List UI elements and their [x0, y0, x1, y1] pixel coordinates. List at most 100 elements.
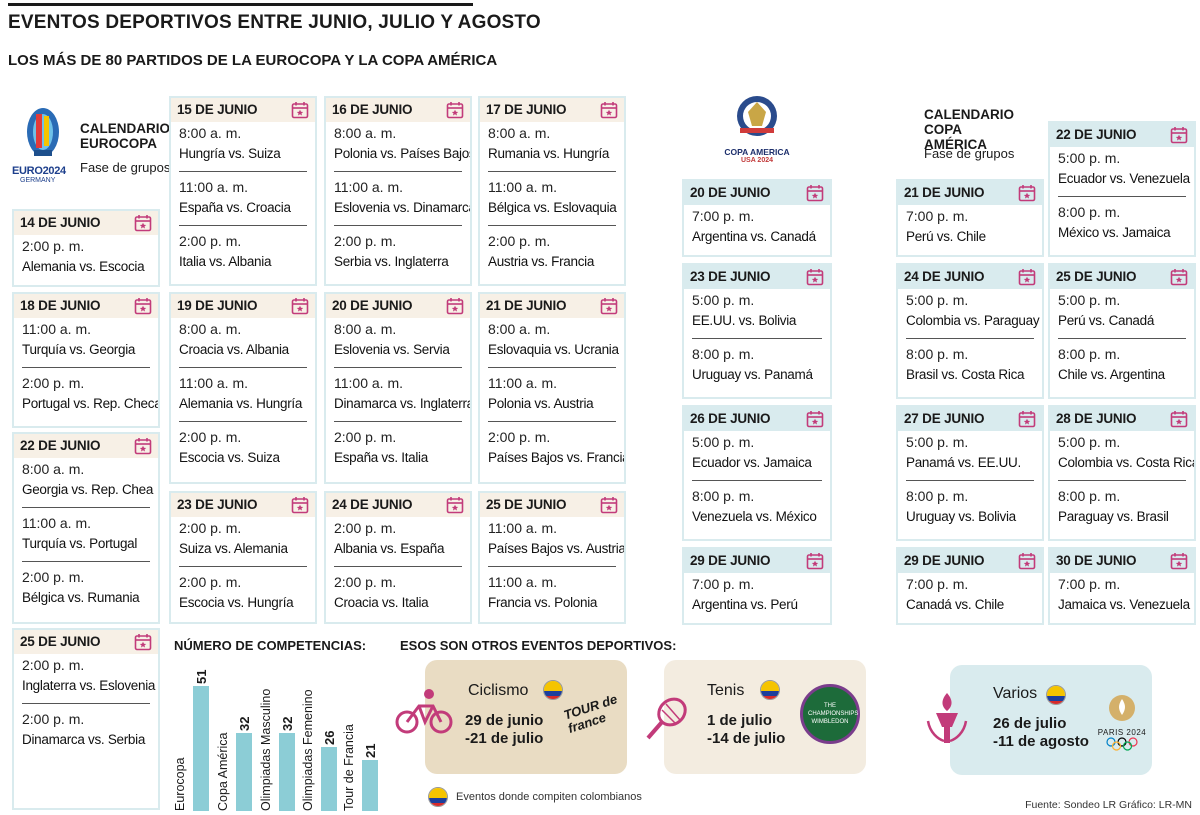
match-divider [488, 566, 616, 567]
bar-value-label: 51 [194, 669, 209, 684]
other-events-title: ESOS SON OTROS EVENTOS DEPORTIVOS: [400, 638, 677, 653]
match-item: 2:00 p. m. Albania vs. España [326, 517, 470, 560]
match-teams: Inglaterra vs. Eslovenia [22, 678, 156, 693]
euro-day-card: 22 DE JUNIO 8:00 a. m. Georgia vs. Rep. Ch… [12, 432, 160, 624]
card-date: 25 DE JUNIO [20, 634, 101, 649]
match-item: 2:00 p. m. Países Bajos vs. Francia [480, 422, 624, 469]
calendar-icon [134, 215, 152, 232]
match-divider [22, 561, 150, 562]
card-date: 22 DE JUNIO [1056, 127, 1137, 142]
card-date: 22 DE JUNIO [20, 438, 101, 453]
match-divider [179, 225, 307, 226]
match-time: 8:00 a. m. [179, 321, 242, 337]
euro-day-card: 25 DE JUNIO 11:00 a. m. Países Bajos vs. A… [478, 491, 626, 624]
match-item: 7:00 p. m. Perú vs. Chile [898, 205, 1042, 248]
match-divider [488, 171, 616, 172]
match-teams: Francia vs. Polonia [488, 595, 598, 610]
match-item: 8:00 p. m. Venezuela vs. México [684, 481, 830, 528]
card-header: 18 DE JUNIO [14, 294, 158, 318]
calendar-icon [1170, 411, 1188, 428]
match-time: 11:00 a. m. [334, 375, 404, 391]
match-item: 5:00 p. m. Colombia vs. Costa Rica [1050, 431, 1194, 474]
copa-logo-text: COPA AMERICA [724, 147, 790, 157]
calendar-icon [806, 553, 824, 570]
card-header: 22 DE JUNIO [1050, 123, 1194, 147]
card-header: 16 DE JUNIO [326, 98, 470, 122]
calendar-icon [1018, 411, 1036, 428]
paris-flame-icon [1109, 695, 1135, 721]
match-item: 11:00 a. m. Países Bajos vs. Austria [480, 517, 624, 560]
euro-day-card: 15 DE JUNIO 8:00 a. m. Hungría vs. Suiza 11… [169, 96, 317, 286]
match-teams: Perú vs. Chile [906, 229, 986, 244]
match-item: 8:00 p. m. Uruguay vs. Panamá [684, 339, 830, 386]
calendar-icon [1018, 185, 1036, 202]
match-teams: Ecuador vs. Jamaica [692, 455, 812, 470]
match-teams: Alemania vs. Hungría [179, 396, 303, 411]
match-teams: Italia vs. Albania [179, 254, 272, 269]
event-box-various: Varios 26 de julio -11 de agosto PARIS 2… [926, 665, 1152, 775]
bar [193, 686, 209, 811]
match-item: 7:00 p. m. Canadá vs. Chile [898, 573, 1042, 616]
match-time: 5:00 p. m. [692, 292, 755, 308]
match-teams: EE.UU. vs. Bolivia [692, 313, 797, 328]
euro-day-card: 20 DE JUNIO 8:00 a. m. Eslovenia vs. Servi… [324, 292, 472, 484]
wimbledon-logo-text: THE CHAMPIONSHIPS WIMBLEDON [808, 703, 859, 725]
match-time: 8:00 p. m. [906, 346, 969, 362]
bar-category-label: Eurocopa [173, 757, 187, 811]
card-header: 28 DE JUNIO [1050, 407, 1194, 431]
copa-logo: COPA AMERICA USA 2024 [722, 92, 792, 167]
olympic-torch-icon [926, 693, 968, 743]
card-header: 30 DE JUNIO [1050, 549, 1194, 573]
match-time: 11:00 a. m. [22, 321, 92, 337]
euro-day-card: 16 DE JUNIO 8:00 a. m. Polonia vs. Países … [324, 96, 472, 286]
match-time: 8:00 p. m. [1058, 346, 1121, 362]
copa-trophy-icon [737, 96, 777, 136]
copa-day-card: 30 DE JUNIO 7:00 p. m. Jamaica vs. Venezue… [1048, 547, 1196, 625]
match-teams: Paraguay vs. Brasil [1058, 509, 1169, 524]
wimbledon-logo: THE CHAMPIONSHIPS WIMBLEDON [800, 684, 860, 744]
match-item: 2:00 p. m. Serbia vs. Inglaterra [326, 226, 470, 273]
card-date: 29 DE JUNIO [690, 553, 771, 568]
match-time: 7:00 p. m. [692, 208, 755, 224]
cyclist-icon [395, 689, 453, 734]
card-header: 29 DE JUNIO [898, 549, 1042, 573]
match-divider [22, 507, 150, 508]
match-item: 11:00 a. m. Turquía vs. Portugal [14, 508, 158, 555]
match-item: 11:00 a. m. España vs. Croacia [171, 172, 315, 219]
match-teams: Colombia vs. Costa Rica [1058, 455, 1196, 470]
card-date: 24 DE JUNIO [904, 269, 985, 284]
match-time: 8:00 p. m. [692, 346, 755, 362]
match-item: 11:00 a. m. Polonia vs. Austria [480, 368, 624, 415]
calendar-icon [1018, 553, 1036, 570]
match-time: 2:00 p. m. [488, 233, 551, 249]
euro-day-card: 24 DE JUNIO 2:00 p. m. Albania vs. España 2… [324, 491, 472, 624]
calendar-icon [1170, 269, 1188, 286]
paris-2024-logo: PARIS 2024 [1094, 693, 1150, 756]
match-teams: Canadá vs. Chile [906, 597, 1005, 612]
match-item: 2:00 p. m. Alemania vs. Escocia [14, 235, 158, 278]
calendar-icon [134, 438, 152, 455]
match-item: 8:00 p. m. Chile vs. Argentina [1050, 339, 1194, 386]
match-time: 2:00 p. m. [179, 574, 242, 590]
match-teams: México vs. Jamaica [1058, 225, 1171, 240]
match-teams: Eslovenia vs. Servia [334, 342, 450, 357]
bar-category-label: Olimpiadas Femenino [301, 689, 315, 811]
match-item: 5:00 p. m. Perú vs. Canadá [1050, 289, 1194, 332]
bar-value-label: 32 [280, 716, 295, 731]
copa-day-card: 23 DE JUNIO 5:00 p. m. EE.UU. vs. Bolivia 8… [682, 263, 832, 399]
match-item: 2:00 p. m. Inglaterra vs. Eslovenia [14, 654, 158, 697]
match-divider [1058, 338, 1186, 339]
match-item: 2:00 p. m. Escocia vs. Hungría [171, 567, 315, 614]
match-time: 11:00 a. m. [179, 179, 249, 195]
calendar-icon [1170, 553, 1188, 570]
match-item: 7:00 p. m. Jamaica vs. Venezuela [1050, 573, 1194, 616]
card-header: 24 DE JUNIO [898, 265, 1042, 289]
page-subtitle: LOS MÁS DE 80 PARTIDOS DE LA EUROCOPA Y … [8, 52, 498, 69]
match-time: 11:00 a. m. [488, 179, 558, 195]
match-time: 8:00 a. m. [334, 321, 397, 337]
event-box-cycling: Ciclismo 29 de junio -21 de julio TOUR d… [395, 660, 627, 774]
match-time: 2:00 p. m. [22, 711, 85, 727]
bar-value-label: 26 [322, 730, 337, 745]
match-divider [334, 421, 462, 422]
card-header: 21 DE JUNIO [898, 181, 1042, 205]
